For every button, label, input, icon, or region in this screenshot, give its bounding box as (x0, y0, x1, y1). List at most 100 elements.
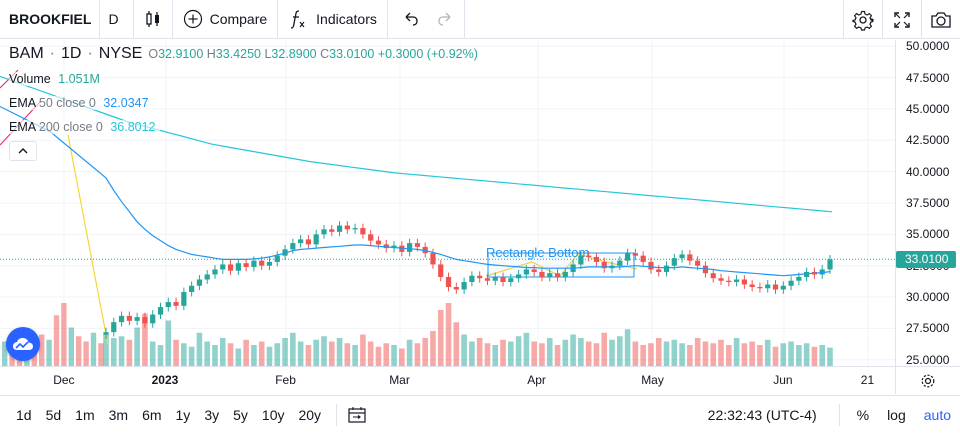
study-ema-50[interactable]: EMA 50 close 0 32.0347 (9, 96, 153, 110)
volume-bar (437, 310, 444, 366)
indicators-button[interactable]: Indicators (278, 0, 388, 39)
candle (391, 241, 397, 253)
candle (103, 327, 109, 340)
candle (181, 287, 187, 311)
volume-bar (694, 338, 701, 366)
cloud-logo-icon (13, 338, 33, 350)
volume-bar (204, 341, 211, 366)
range-button-1d[interactable]: 1d (16, 406, 32, 423)
volume-bar (258, 341, 265, 366)
range-button-1m[interactable]: 1m (75, 406, 95, 423)
volume-bar (98, 343, 104, 366)
price-axis[interactable]: 50.0000 47.5000 45.0000 42.5000 40.0000 37.50… (895, 39, 960, 367)
bottom-right-group: 22:32:43 (UTC-4) % log auto (699, 396, 960, 434)
bottom-toolbar: 1d 5d 1m 3m 6m 1y 3y 5y 10y 20y 22:32:43 (UTC-4) … (0, 395, 960, 433)
price-tick-label: 35.0000 (906, 227, 950, 242)
volume-bar (453, 322, 460, 366)
candle (624, 248, 631, 266)
volume-bar (578, 338, 584, 366)
range-button-3y[interactable]: 3y (204, 406, 220, 423)
volume-bar (313, 339, 319, 366)
fullscreen-button[interactable] (882, 0, 921, 39)
undo-button[interactable] (388, 0, 428, 39)
candle (469, 271, 475, 287)
fullscreen-icon (894, 11, 910, 28)
tradingview-logo[interactable] (6, 327, 40, 361)
range-button-20y[interactable]: 20y (298, 406, 322, 423)
candle (492, 272, 498, 286)
percent-toggle[interactable]: % (856, 407, 870, 423)
candle (220, 260, 226, 274)
candle (368, 229, 374, 246)
range-button-3m[interactable]: 3m (108, 406, 129, 423)
chart-pane[interactable]: Rectangle Bottom (0, 40, 895, 366)
candle (477, 271, 483, 283)
log-toggle[interactable]: log (887, 407, 906, 423)
volume-bar (360, 334, 366, 366)
volume-bar (663, 341, 670, 366)
volume-bar (469, 341, 475, 366)
study-volume[interactable]: Volume 1.051M (9, 72, 104, 86)
legend-collapse-button[interactable] (9, 141, 37, 161)
legend: BAM · 1D · NYSE O32.9100 H33.4250 L32.89… (9, 45, 478, 63)
auto-toggle[interactable]: auto (923, 407, 951, 423)
volume-bar (640, 345, 646, 366)
candle (150, 310, 156, 328)
range-buttons: 1d 5d 1m 3m 6m 1y 3y 5y 10y 20y (0, 407, 328, 423)
candle (749, 280, 755, 292)
range-button-6m[interactable]: 6m (142, 406, 162, 423)
candle (204, 270, 210, 284)
volume-bar (134, 327, 140, 366)
price-tick-label: 25.0000 (906, 352, 950, 367)
volume-bar (46, 339, 52, 366)
volume-bar (406, 339, 413, 366)
volume-bar (181, 343, 187, 366)
candle (539, 267, 545, 282)
legend-ticker: BAM (9, 45, 44, 62)
range-button-1y[interactable]: 1y (175, 406, 191, 423)
redo-button[interactable] (428, 0, 465, 39)
symbol-search-button[interactable]: BROOKFIEL (0, 0, 101, 39)
volume-bar (235, 348, 242, 366)
volume-bar (601, 332, 608, 366)
candle (663, 261, 670, 277)
volume-bar (188, 346, 195, 366)
volume-bar (523, 332, 530, 366)
candle (360, 223, 366, 239)
grid-lines (0, 40, 895, 366)
range-button-5d[interactable]: 5d (45, 406, 62, 423)
candle (780, 281, 786, 294)
price-chart[interactable]: Rectangle Bottom (0, 40, 895, 366)
volume-bar (61, 303, 67, 366)
volume-bar (749, 341, 755, 366)
volume-bar (53, 315, 60, 366)
rectangle-bottom-label: Rectangle Bottom (486, 245, 589, 260)
compare-button[interactable]: Compare (173, 0, 279, 39)
candle (344, 221, 350, 234)
candle (118, 311, 125, 327)
time-tick-label: May (641, 373, 664, 387)
price-tick-label: 27.5000 (906, 321, 950, 336)
volume-bars (2, 303, 833, 366)
range-button-5y[interactable]: 5y (233, 406, 248, 423)
range-button-10y[interactable]: 10y (261, 406, 285, 423)
chart-type-button[interactable] (134, 0, 173, 39)
settings-button[interactable] (843, 0, 882, 39)
volume-bar (492, 345, 499, 366)
volume-bar (328, 341, 335, 366)
volume-bar (687, 345, 693, 366)
yellow-pattern-line[interactable] (485, 253, 638, 277)
candle (227, 260, 234, 276)
candle (484, 273, 491, 286)
price-tick-label: 42.5000 (906, 133, 950, 148)
axis-settings-button[interactable] (895, 366, 960, 394)
top-toolbar: BROOKFIEL D Compare (0, 0, 960, 39)
time-axis[interactable]: Dec 2023 Feb Mar Apr May Jun 21 (0, 366, 895, 394)
price-tick-label: 40.0000 (906, 164, 950, 179)
interval-button[interactable]: D (100, 0, 134, 39)
study-ema-200[interactable]: EMA 200 close 0 36.8012 (9, 120, 160, 134)
yellow-trendline[interactable] (67, 134, 109, 346)
date-range-icon[interactable] (347, 406, 367, 424)
snapshot-button[interactable] (921, 0, 960, 39)
candle (640, 251, 646, 267)
